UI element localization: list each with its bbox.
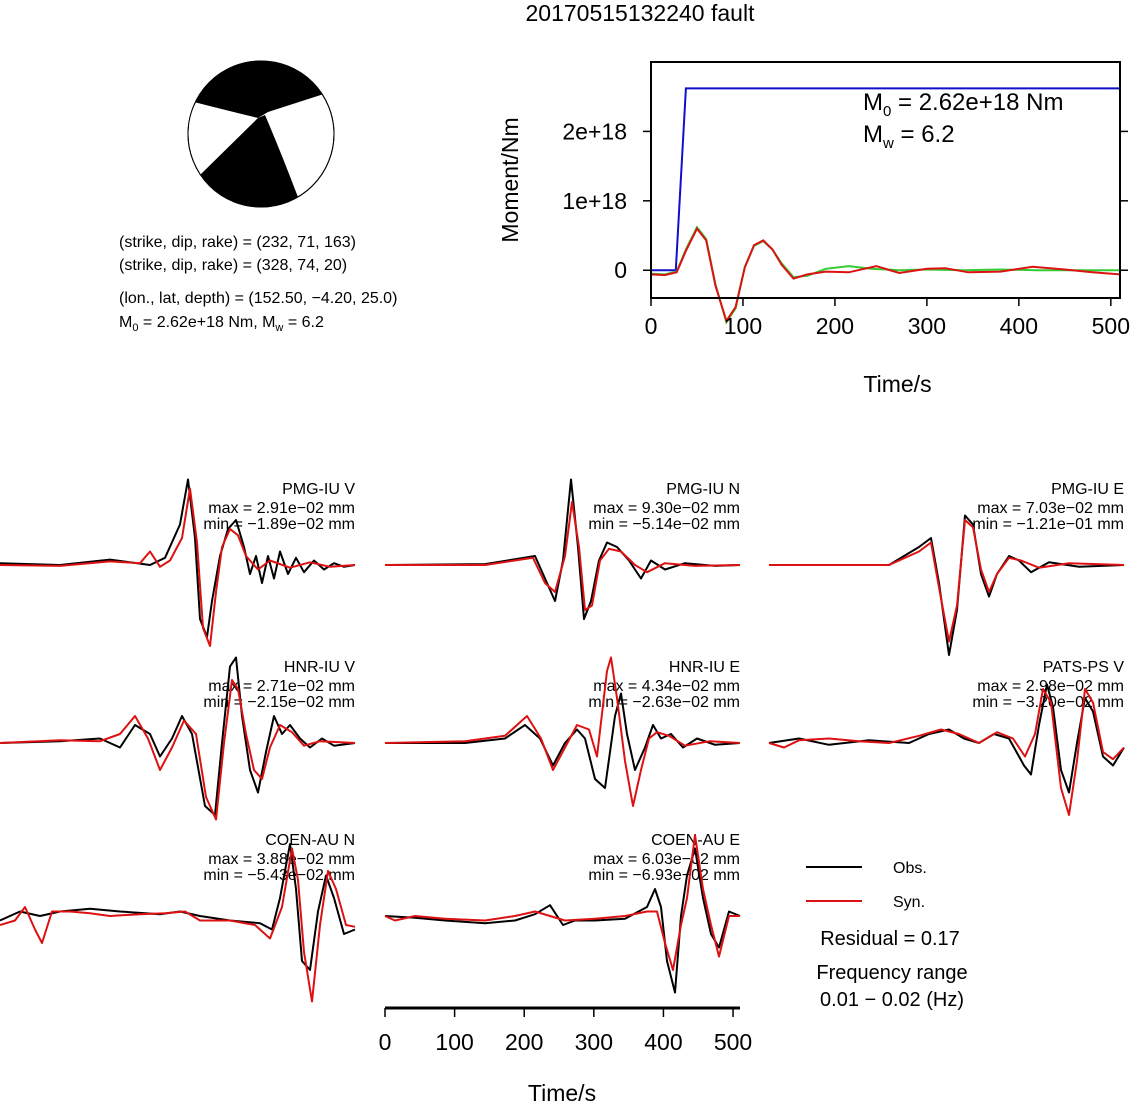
observed-trace — [769, 514, 1125, 656]
waveform-xtick-label: 100 — [435, 1029, 473, 1055]
waveform-xtick-label: 200 — [505, 1029, 543, 1055]
synthetic-trace — [769, 519, 1125, 643]
legend-obs-label: Obs. — [893, 860, 927, 877]
synthetic-trace — [768, 688, 1125, 816]
beachball-quadrant-left — [188, 108, 258, 175]
station-label: HNR-IU V — [284, 659, 355, 676]
synthetic-trace — [384, 834, 740, 971]
station-min: min = −1.89e−02 mm — [203, 516, 355, 533]
synthetic-trace — [0, 487, 356, 647]
moment-xtick-label: 400 — [1000, 313, 1038, 339]
synthetic-trace — [385, 501, 741, 611]
figure-title: 20170515132240 fault — [526, 0, 756, 26]
beachball-quadrant-bottom — [200, 115, 305, 207]
waveform-time-axis: 0 100 200 300 400 500 Time/s — [379, 1006, 752, 1104]
moment-ylabel: Moment/Nm — [497, 117, 523, 242]
waveform-xlabel: Time/s — [528, 1080, 596, 1104]
station-label: COEN-AU N — [265, 832, 355, 849]
station-max: max = 3.88e−02 mm — [208, 851, 355, 868]
moment-annotation-mw: Mw = 6.2 — [863, 121, 955, 152]
station-max: max = 9.30e−02 mm — [593, 500, 740, 517]
observed-trace — [384, 847, 741, 994]
waveform-xtick-label: 400 — [644, 1029, 682, 1055]
moment-ytick-label: 0 — [614, 257, 627, 283]
station-max: max = 2.71e−02 mm — [208, 678, 355, 695]
moment-plot-frame — [650, 61, 1121, 299]
station-label: PMG-IU E — [1051, 481, 1124, 498]
station-min: min = −5.43e−02 mm — [203, 867, 355, 884]
waveform-xtick-label: 300 — [575, 1029, 613, 1055]
synthetic-trace — [0, 679, 356, 821]
station-max: max = 4.34e−02 mm — [593, 678, 740, 695]
plane-1-text: (strike, dip, rake) = (232, 71, 163) — [119, 234, 356, 251]
moment-xtick-label: 300 — [908, 313, 946, 339]
moment-plot: 0 100 200 300 400 500 0 1e+18 2e+18 Time/s Moment/… — [497, 61, 1130, 397]
observed-trace — [384, 478, 741, 620]
station-label: PATS-PS V — [1043, 659, 1125, 676]
beachball-quadrant-top-left — [188, 62, 258, 118]
observed-trace — [0, 656, 356, 816]
observed-trace — [768, 683, 1125, 794]
frequency-range-title: Frequency range — [816, 962, 967, 984]
moment-xlabel: Time/s — [863, 371, 931, 397]
beachball — [187, 60, 335, 208]
station-min: min = −5.14e−02 mm — [588, 516, 740, 533]
station-label: PMG-IU N — [666, 481, 740, 498]
residual-text: Residual = 0.17 — [820, 928, 960, 950]
moment-series-green — [650, 225, 1120, 325]
observed-trace — [0, 478, 356, 638]
station-max: max = 2.91e−02 mm — [208, 500, 355, 517]
station-label: PMG-IU V — [282, 481, 355, 498]
station-min: min = −6.93e−02 mm — [588, 867, 740, 884]
moment-xtick-label: 0 — [645, 313, 658, 339]
moment-xtick-label: 200 — [816, 313, 854, 339]
station-min: min = −1.21e−01 mm — [972, 516, 1124, 533]
station-max: max = 2.98e−02 mm — [977, 678, 1124, 695]
moment-summary-text: M0 = 2.62e+18 Nm, Mw = 6.2 — [119, 314, 324, 334]
moment-series-blue — [651, 87, 1120, 272]
legend: Obs. Syn. — [806, 860, 927, 911]
station-label: HNR-IU E — [669, 659, 740, 676]
moment-xtick-label: 100 — [724, 313, 762, 339]
moment-annotation-m0: M0 = 2.62e+18 Nm — [863, 89, 1063, 120]
synthetic-trace — [384, 656, 741, 807]
plane-2-text: (strike, dip, rake) = (328, 74, 20) — [119, 257, 347, 274]
waveform-xtick-label: 500 — [714, 1029, 752, 1055]
frequency-range-value: 0.01 − 0.02 (Hz) — [820, 989, 964, 1011]
moment-ytick-label: 2e+18 — [562, 118, 627, 144]
synthetic-trace — [0, 847, 356, 1003]
station-max: max = 7.03e−02 mm — [977, 500, 1124, 517]
moment-ytick-label: 1e+18 — [562, 188, 627, 214]
waveform-xtick-label: 0 — [379, 1029, 392, 1055]
location-text: (lon., lat, depth) = (152.50, −4.20, 25.… — [119, 290, 397, 307]
observed-trace — [0, 843, 356, 971]
legend-syn-label: Syn. — [893, 894, 925, 911]
moment-series-red — [650, 226, 1121, 324]
station-min: min = −2.63e−02 mm — [588, 694, 740, 711]
moment-xtick-label: 500 — [1092, 313, 1130, 339]
station-max: max = 6.03e−02 mm — [593, 851, 740, 868]
